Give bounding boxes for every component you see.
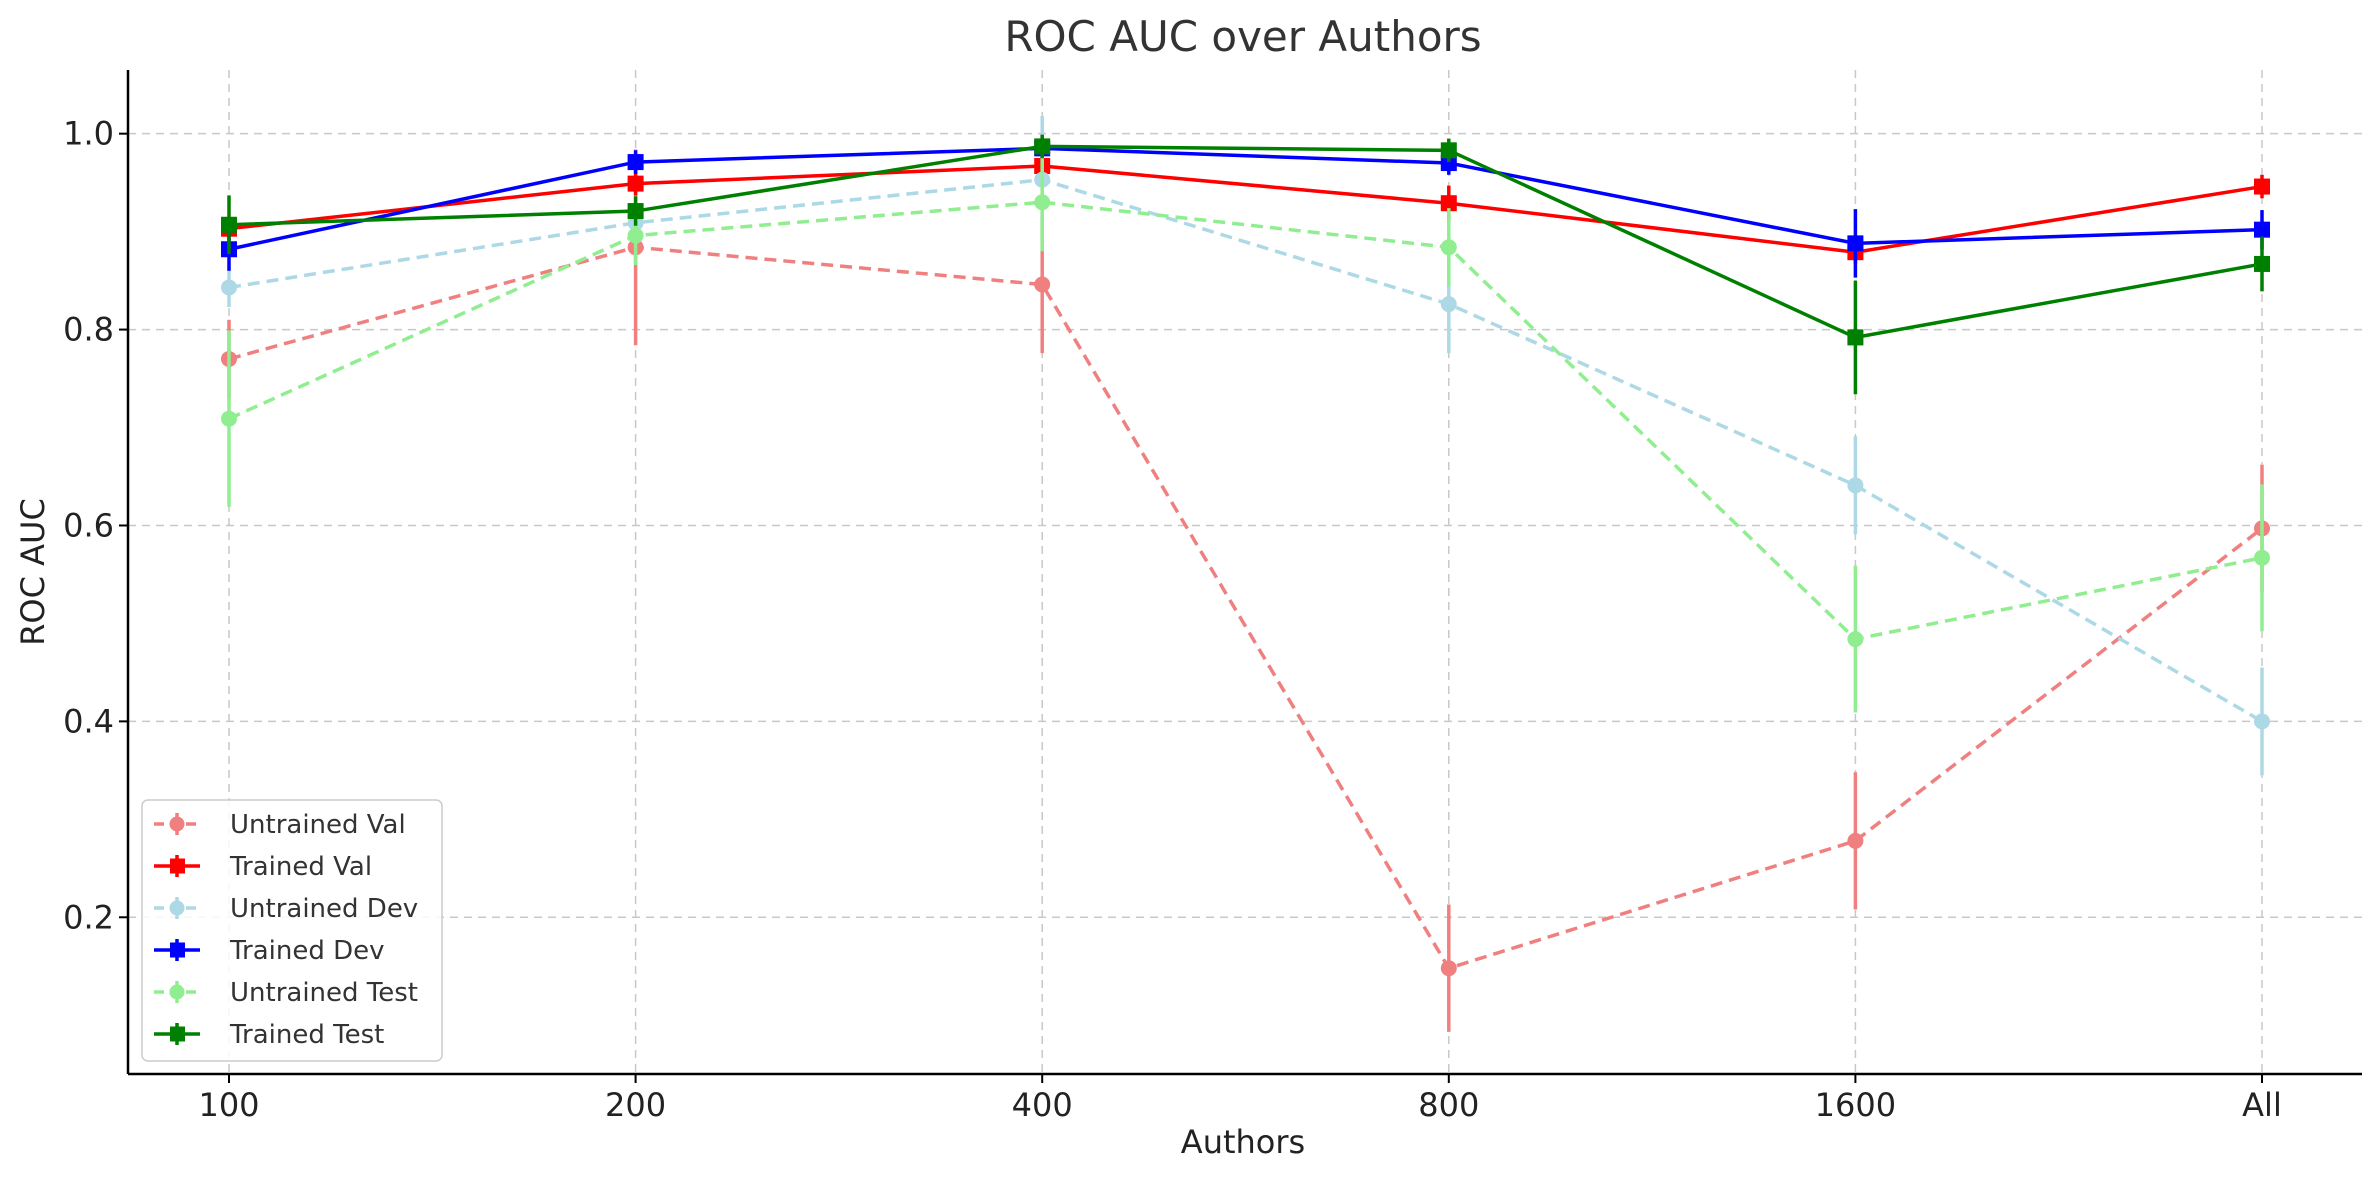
- y-tick-label: 0.8: [63, 311, 114, 349]
- legend-label-untrained-dev: Untrained Dev: [230, 894, 418, 924]
- series-line-trained-dev: [228, 146, 2263, 251]
- x-tick-label: 200: [605, 1086, 666, 1124]
- data-point-trained-test: [627, 203, 644, 220]
- data-point-trained-test: [1847, 329, 1864, 346]
- legend-marker-untrained-val: [169, 816, 185, 832]
- x-tick-label: 400: [1012, 1086, 1073, 1124]
- series-line-untrained-test: [228, 200, 2263, 641]
- series-line-untrained-val: [228, 245, 2264, 971]
- legend-label-trained-dev: Trained Dev: [229, 936, 385, 966]
- axes: [119, 70, 2362, 1083]
- series-line-untrained-dev: [228, 177, 2263, 723]
- legend-item-trained-val: Trained Val: [154, 852, 372, 882]
- series-line-trained-test: [228, 144, 2263, 340]
- series-untrained-test: [221, 153, 2270, 713]
- series-layer: [221, 116, 2270, 1032]
- legend-label-untrained-test: Untrained Test: [230, 978, 418, 1008]
- y-axis-label: ROC AUC: [14, 498, 52, 646]
- data-point-untrained-dev: [1440, 296, 1457, 313]
- x-tick-label: All: [2242, 1086, 2282, 1124]
- data-point-untrained-test: [221, 410, 237, 427]
- data-point-untrained-dev: [1847, 477, 1864, 494]
- data-point-trained-val: [627, 175, 644, 192]
- legend-marker-trained-test: [170, 1026, 185, 1042]
- legend-marker-untrained-test: [169, 984, 185, 1000]
- series-trained-dev: [221, 136, 2270, 278]
- x-tick-label: 1600: [1815, 1086, 1896, 1124]
- x-axis-label: Authors: [1181, 1123, 1305, 1161]
- data-point-trained-test: [221, 216, 237, 233]
- legend-label-trained-val: Trained Val: [229, 852, 372, 882]
- data-point-untrained-dev: [221, 279, 237, 296]
- data-point-trained-val: [1440, 195, 1457, 212]
- data-point-trained-dev: [1847, 235, 1864, 252]
- data-point-untrained-test: [1034, 194, 1051, 211]
- legend-label-trained-test: Trained Test: [229, 1020, 384, 1050]
- data-point-trained-val: [2254, 178, 2270, 195]
- data-point-trained-test: [2254, 255, 2270, 272]
- data-point-trained-dev: [1440, 155, 1457, 172]
- data-point-untrained-test: [2254, 549, 2270, 566]
- legend-item-untrained-val: Untrained Val: [154, 810, 406, 840]
- x-tick-label: 100: [198, 1086, 259, 1124]
- legend-item-trained-dev: Trained Dev: [154, 936, 385, 966]
- data-point-untrained-test: [1847, 631, 1864, 648]
- series-trained-test: [221, 134, 2270, 395]
- series-untrained-val: [221, 149, 2270, 1032]
- data-point-untrained-val: [1440, 960, 1457, 977]
- data-point-untrained-val: [1034, 276, 1051, 293]
- legend-marker-untrained-dev: [169, 900, 185, 916]
- data-point-untrained-dev: [2254, 713, 2270, 730]
- series-trained-val: [221, 154, 2270, 264]
- y-tick-label: 1.0: [63, 115, 114, 153]
- legend-item-untrained-test: Untrained Test: [154, 978, 418, 1008]
- y-tick-label: 0.6: [63, 506, 114, 544]
- legend: Untrained Val Trained Val Untrained Dev Tra…: [141, 799, 443, 1062]
- chart-title: ROC AUC over Authors: [1004, 12, 1481, 61]
- legend-marker-trained-dev: [170, 942, 185, 958]
- tick-labels: 100 200 400 800 1600 All 0.2 0.4 0.6 0.8 1.0: [63, 115, 2282, 1124]
- y-tick-label: 0.2: [63, 898, 114, 936]
- x-tick-label: 800: [1418, 1086, 1479, 1124]
- data-point-untrained-test: [627, 227, 644, 244]
- grid-lines: [128, 70, 2362, 1074]
- data-point-trained-dev: [2254, 221, 2270, 238]
- data-point-trained-dev: [627, 154, 644, 171]
- data-point-untrained-test: [1440, 239, 1457, 256]
- legend-label-untrained-val: Untrained Val: [230, 810, 406, 840]
- legend-item-trained-test: Trained Test: [154, 1020, 384, 1050]
- data-point-trained-test: [1440, 142, 1457, 159]
- legend-box: [141, 799, 443, 1062]
- legend-marker-trained-val: [170, 858, 185, 874]
- data-point-untrained-val: [1847, 832, 1864, 849]
- data-point-trained-test: [1034, 138, 1051, 155]
- legend-item-untrained-dev: Untrained Dev: [154, 894, 418, 924]
- y-tick-label: 0.4: [63, 702, 114, 740]
